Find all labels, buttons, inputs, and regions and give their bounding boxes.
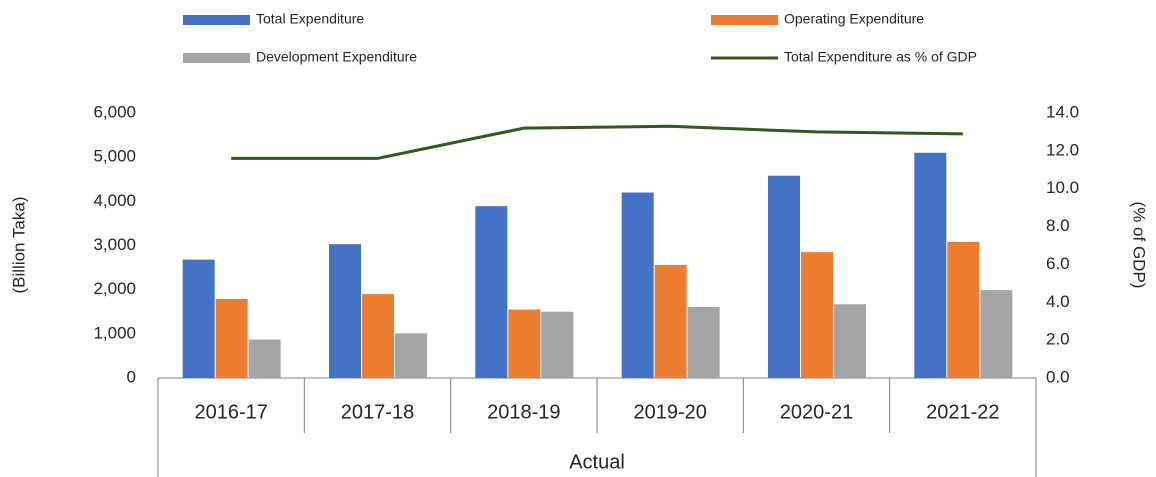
bar: [980, 290, 1013, 378]
bar: [475, 206, 508, 378]
bar: [768, 175, 800, 378]
x-tick-label: 2017-18: [341, 401, 414, 423]
legend-label: Development Expenditure: [256, 49, 417, 65]
x-tick-label: 2020-21: [780, 401, 853, 423]
legend-swatch: [183, 15, 250, 25]
y-tick-label: 0: [127, 367, 136, 386]
bar: [362, 294, 394, 378]
bar: [621, 192, 654, 378]
y2-tick-label: 4.0: [1046, 292, 1070, 311]
y-tick-label: 1,000: [93, 323, 136, 342]
legend-swatch: [183, 53, 250, 63]
bar: [654, 264, 687, 378]
y2-tick-label: 8.0: [1046, 216, 1070, 235]
y-tick-label: 5,000: [93, 147, 136, 166]
bar: [801, 252, 833, 378]
legend-label: Total Expenditure: [256, 11, 364, 27]
x-group-label: Actual: [569, 451, 625, 473]
bar: [914, 152, 947, 378]
bar: [541, 311, 574, 378]
y2-tick-label: 14.0: [1046, 102, 1079, 121]
bar: [248, 339, 281, 378]
bar: [834, 304, 866, 378]
y-tick-label: 6,000: [93, 102, 136, 121]
x-tick-label: 2019-20: [633, 401, 706, 423]
bar: [395, 333, 427, 378]
bar: [947, 241, 980, 378]
x-tick-label: 2021-22: [926, 401, 999, 423]
x-tick-label: 2018-19: [487, 401, 560, 423]
legend-swatch: [711, 15, 778, 25]
y2-tick-label: 10.0: [1046, 178, 1079, 197]
x-tick-label: 2016-17: [194, 401, 267, 423]
y2-tick-label: 0.0: [1046, 367, 1070, 386]
bar: [687, 306, 720, 378]
bar: [215, 298, 248, 378]
line-series: [231, 124, 963, 160]
y-tick-label: 3,000: [93, 235, 136, 254]
legend-label: Total Expenditure as % of GDP: [784, 49, 977, 65]
y2-tick-label: 12.0: [1046, 140, 1079, 159]
bar: [329, 244, 361, 378]
bar: [508, 309, 541, 378]
y-tick-label: 4,000: [93, 191, 136, 210]
y2-axis-title: (% of GDP): [1130, 202, 1149, 289]
y-tick-label: 2,000: [93, 279, 136, 298]
y2-tick-label: 2.0: [1046, 330, 1070, 349]
bar: [182, 259, 215, 378]
y-axis-title: (Billion Taka): [9, 196, 28, 293]
legend-label: Operating Expenditure: [784, 11, 924, 27]
y2-tick-label: 6.0: [1046, 254, 1070, 273]
